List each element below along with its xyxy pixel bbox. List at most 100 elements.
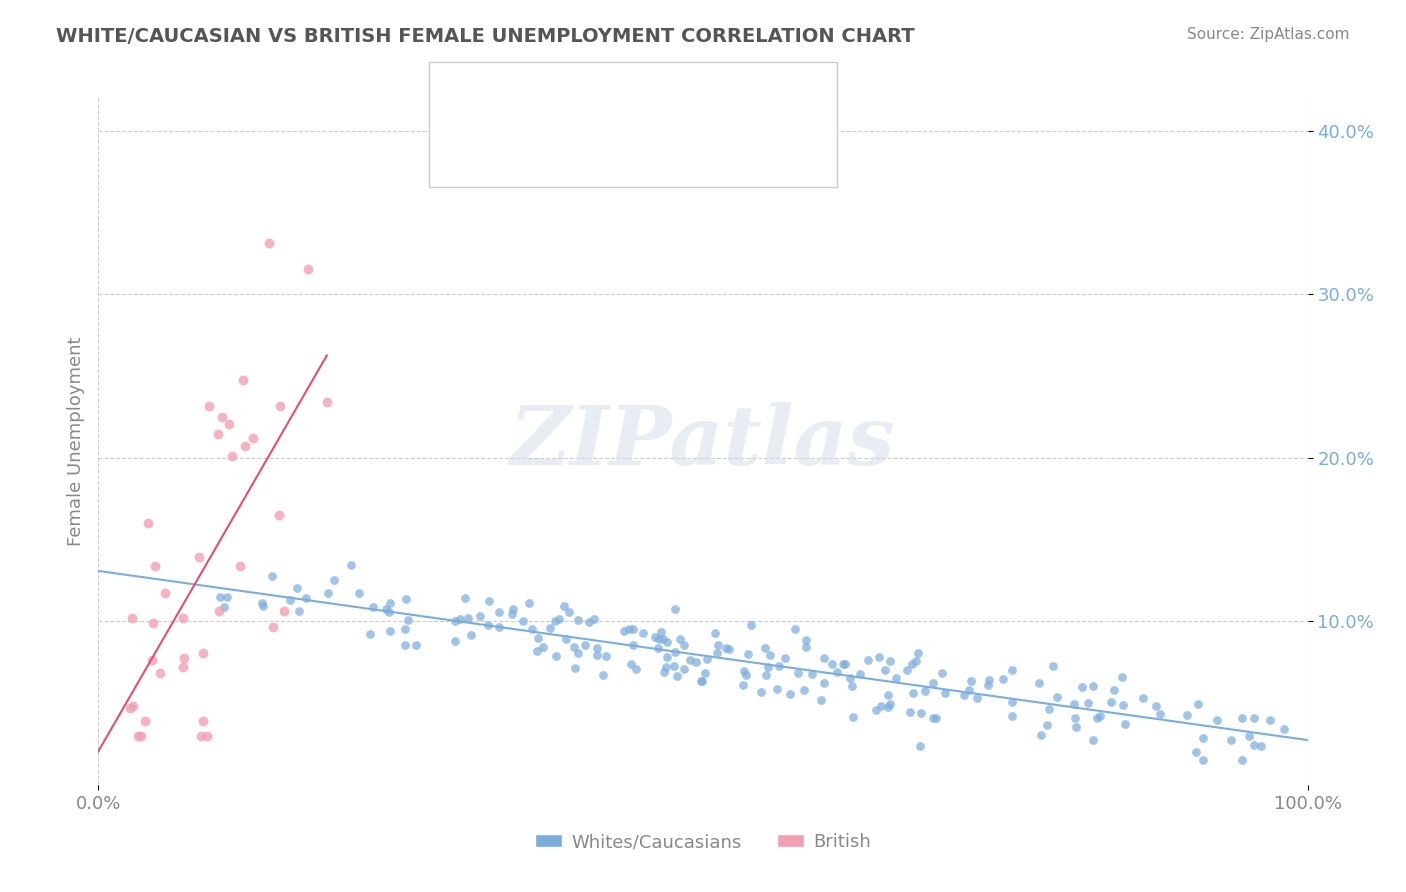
Point xyxy=(1088,708,1111,723)
Point xyxy=(794,640,817,654)
Point xyxy=(269,508,291,522)
Point xyxy=(218,417,240,432)
Point xyxy=(250,596,273,610)
Point xyxy=(257,235,280,250)
Text: ZIPatlas: ZIPatlas xyxy=(510,401,896,482)
Point xyxy=(316,586,339,600)
Point xyxy=(377,605,399,619)
Point xyxy=(733,678,755,692)
Point xyxy=(1085,711,1108,725)
Point xyxy=(714,641,737,656)
Point xyxy=(652,665,675,679)
Point xyxy=(1083,732,1105,747)
Point xyxy=(706,646,728,660)
Point xyxy=(242,431,264,445)
Point xyxy=(707,638,730,652)
Point xyxy=(394,638,416,652)
Point xyxy=(810,693,832,707)
Point xyxy=(849,666,872,681)
Point xyxy=(793,682,815,697)
Point xyxy=(449,612,471,626)
Point xyxy=(460,628,482,642)
Point xyxy=(141,653,163,667)
Point xyxy=(1114,717,1136,731)
Point xyxy=(652,632,675,647)
Point xyxy=(827,665,849,680)
Point xyxy=(1175,708,1198,723)
Point xyxy=(876,700,898,714)
Point xyxy=(295,591,318,605)
Point xyxy=(617,622,640,636)
Point xyxy=(685,655,707,669)
Point xyxy=(813,675,835,690)
Point xyxy=(562,640,585,655)
Point xyxy=(1111,698,1133,712)
Point xyxy=(233,439,256,453)
Point xyxy=(648,632,671,646)
Point xyxy=(444,614,467,628)
Point xyxy=(908,739,931,754)
Point xyxy=(567,646,589,660)
Point xyxy=(131,729,153,743)
Point xyxy=(578,615,600,630)
Point xyxy=(689,674,711,689)
Point xyxy=(1077,696,1099,710)
Text: R = -0.890   N = 199: R = -0.890 N = 199 xyxy=(492,98,710,116)
Point xyxy=(1149,707,1171,722)
Point xyxy=(191,646,214,660)
Point xyxy=(1029,729,1052,743)
Point xyxy=(512,614,534,628)
Point xyxy=(1230,753,1253,767)
Point xyxy=(910,706,932,720)
Point xyxy=(142,615,165,630)
Point xyxy=(669,632,692,647)
Point xyxy=(783,622,806,636)
Point xyxy=(703,626,725,640)
Point xyxy=(696,652,718,666)
Point xyxy=(966,691,988,706)
Point xyxy=(374,602,396,616)
Point xyxy=(904,654,927,668)
Point xyxy=(631,625,654,640)
Legend: Whites/Caucasians, British: Whites/Caucasians, British xyxy=(527,826,879,858)
Point xyxy=(900,657,922,672)
Point xyxy=(873,664,896,678)
Point xyxy=(405,638,427,652)
Point xyxy=(644,631,666,645)
Point xyxy=(1001,708,1024,723)
Point xyxy=(879,698,901,712)
Point xyxy=(172,660,194,674)
Point xyxy=(134,714,156,728)
Point xyxy=(215,590,238,604)
Point xyxy=(323,573,346,587)
Point xyxy=(315,395,337,409)
Point xyxy=(664,645,686,659)
Point xyxy=(470,609,492,624)
Point xyxy=(121,610,143,624)
Point xyxy=(488,605,510,619)
Point xyxy=(898,705,921,719)
Point xyxy=(269,399,291,413)
Point xyxy=(378,596,401,610)
Point xyxy=(977,673,1000,687)
Point xyxy=(1144,698,1167,713)
Point xyxy=(907,646,929,660)
Point xyxy=(869,698,891,713)
Point xyxy=(773,651,796,665)
Point xyxy=(232,373,254,387)
Point xyxy=(394,622,416,636)
Point xyxy=(209,590,232,604)
Point xyxy=(1192,731,1215,745)
Point xyxy=(991,672,1014,686)
Point xyxy=(1099,695,1122,709)
Point xyxy=(557,606,579,620)
Point xyxy=(664,601,686,615)
Point xyxy=(527,631,550,645)
Point xyxy=(583,612,606,626)
Point xyxy=(347,585,370,599)
Point xyxy=(679,653,702,667)
Point xyxy=(454,591,477,606)
Point xyxy=(195,729,218,743)
Point xyxy=(754,640,776,655)
Point xyxy=(779,687,801,701)
